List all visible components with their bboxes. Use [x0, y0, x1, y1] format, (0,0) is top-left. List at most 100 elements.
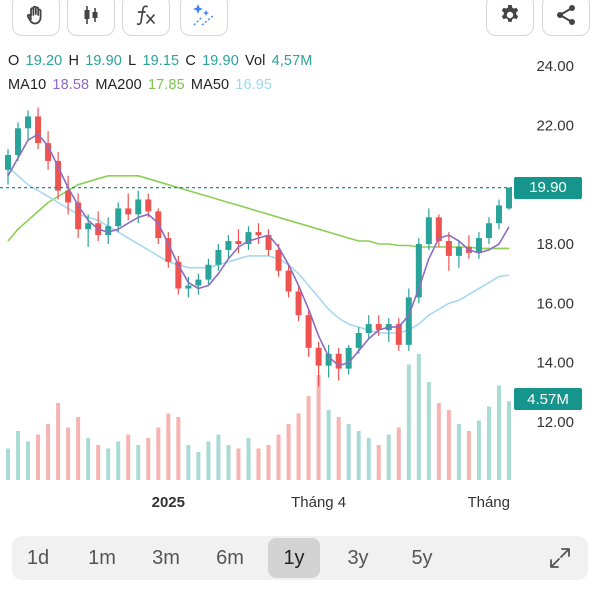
ma200-label: MA200	[95, 77, 142, 93]
share-button[interactable]	[542, 0, 590, 36]
volume-bar	[6, 448, 10, 480]
candle-body	[305, 315, 312, 348]
volume-bar	[226, 445, 231, 480]
open-value: 19.20	[25, 53, 63, 69]
hand-icon	[26, 5, 42, 25]
ma200-line	[7, 175, 509, 250]
candle-body	[225, 241, 232, 250]
candle-body	[185, 285, 192, 289]
ma10-label: MA10	[8, 77, 47, 93]
candle-body	[35, 116, 42, 144]
candle-body	[455, 246, 462, 256]
candlestick-icon	[84, 6, 98, 24]
x-tick-label: Tháng	[467, 494, 510, 511]
range-1d[interactable]: 1d	[26, 546, 50, 569]
range-3y[interactable]: 3y	[347, 546, 369, 569]
expand-button[interactable]	[536, 538, 584, 578]
volume-bar	[346, 424, 351, 480]
volume-bar	[446, 410, 451, 480]
volume-bar	[456, 424, 461, 480]
ma10-value: 18.58	[52, 77, 90, 93]
candle-body	[195, 279, 202, 286]
candle-body	[506, 187, 512, 209]
volume-bar	[376, 445, 381, 480]
candle-body	[45, 143, 52, 161]
chart-type-button[interactable]	[67, 0, 115, 36]
volume-bar	[216, 434, 221, 480]
x-tick-label: 2025	[152, 494, 185, 511]
indicators-button[interactable]	[122, 0, 170, 36]
ma200-path	[7, 175, 509, 250]
volume-bar	[246, 438, 251, 480]
candle-body	[485, 223, 492, 239]
settings-button[interactable]	[486, 0, 534, 36]
y-tick-label: 14.00	[536, 355, 574, 372]
volume-bar	[126, 434, 131, 480]
volume-bar	[426, 382, 431, 480]
hand-tool-button[interactable]	[12, 0, 60, 36]
current-volume-tag: 4.57M	[514, 388, 582, 411]
y-tick-label: 12.00	[536, 414, 574, 431]
ma10-line	[7, 133, 510, 367]
volume-bar	[386, 434, 391, 480]
volume-bar	[136, 445, 141, 480]
candle-body	[15, 128, 22, 155]
x-axis: 2025 Tháng 4 Tháng	[152, 494, 510, 511]
candle-body	[395, 324, 402, 345]
candle-body	[415, 244, 422, 298]
low-value: 19.15	[142, 53, 180, 69]
ma50-path	[7, 166, 510, 334]
range-5y[interactable]: 5y	[411, 546, 433, 569]
candle-body	[445, 241, 452, 256]
y-tick-label: 16.00	[536, 295, 574, 312]
candle-body	[235, 241, 242, 244]
volume-bar	[156, 427, 161, 480]
y-tick-label: 22.00	[536, 117, 574, 134]
volume-bar	[46, 424, 51, 480]
candlesticks	[5, 107, 512, 387]
candle-body	[145, 199, 152, 212]
volume-bar	[116, 441, 121, 480]
sparkle-magic-icon	[193, 4, 215, 26]
candle-body	[355, 333, 362, 348]
function-icon	[136, 5, 155, 26]
ma50-label: MA50	[190, 77, 230, 93]
high-label: H	[68, 53, 80, 69]
volume-bar	[336, 417, 341, 480]
candle-body	[75, 202, 82, 230]
candle-body	[265, 235, 272, 250]
candle-body	[425, 217, 432, 244]
candle-body	[175, 261, 182, 289]
range-1m[interactable]: 1m	[88, 546, 116, 569]
volume-bar	[476, 420, 481, 480]
candle-body	[315, 347, 322, 366]
volume-bar	[186, 445, 191, 480]
volume-bar	[366, 438, 371, 480]
close-value: 19.90	[202, 53, 239, 69]
candle-body	[105, 226, 112, 236]
volume-bar	[266, 445, 271, 480]
share-icon	[557, 5, 575, 25]
candle-body	[115, 208, 122, 227]
ai-insights-button[interactable]	[180, 0, 228, 36]
volume-bar	[76, 417, 81, 480]
gear-icon	[501, 5, 519, 22]
candle-body	[125, 208, 132, 215]
high-value: 19.90	[85, 53, 122, 69]
volume-bar	[86, 438, 91, 480]
range-1y[interactable]: 1y	[268, 538, 320, 578]
ma10-path	[7, 133, 510, 367]
candle-body	[405, 297, 412, 345]
volume-bar	[486, 406, 491, 480]
candle-body	[285, 270, 292, 292]
volume-bar	[396, 427, 401, 480]
candle-body	[325, 353, 332, 366]
expand-icon	[550, 548, 570, 568]
range-3m[interactable]: 3m	[152, 546, 180, 569]
y-tick-label: 24.00	[536, 58, 574, 75]
volume-bar	[356, 431, 361, 480]
range-6m[interactable]: 6m	[216, 546, 244, 569]
ma-legend: MA10 18.58 MA200 17.85 MA50 16.95	[8, 77, 274, 93]
volume-bar	[466, 431, 471, 480]
volume-bar	[286, 424, 291, 480]
